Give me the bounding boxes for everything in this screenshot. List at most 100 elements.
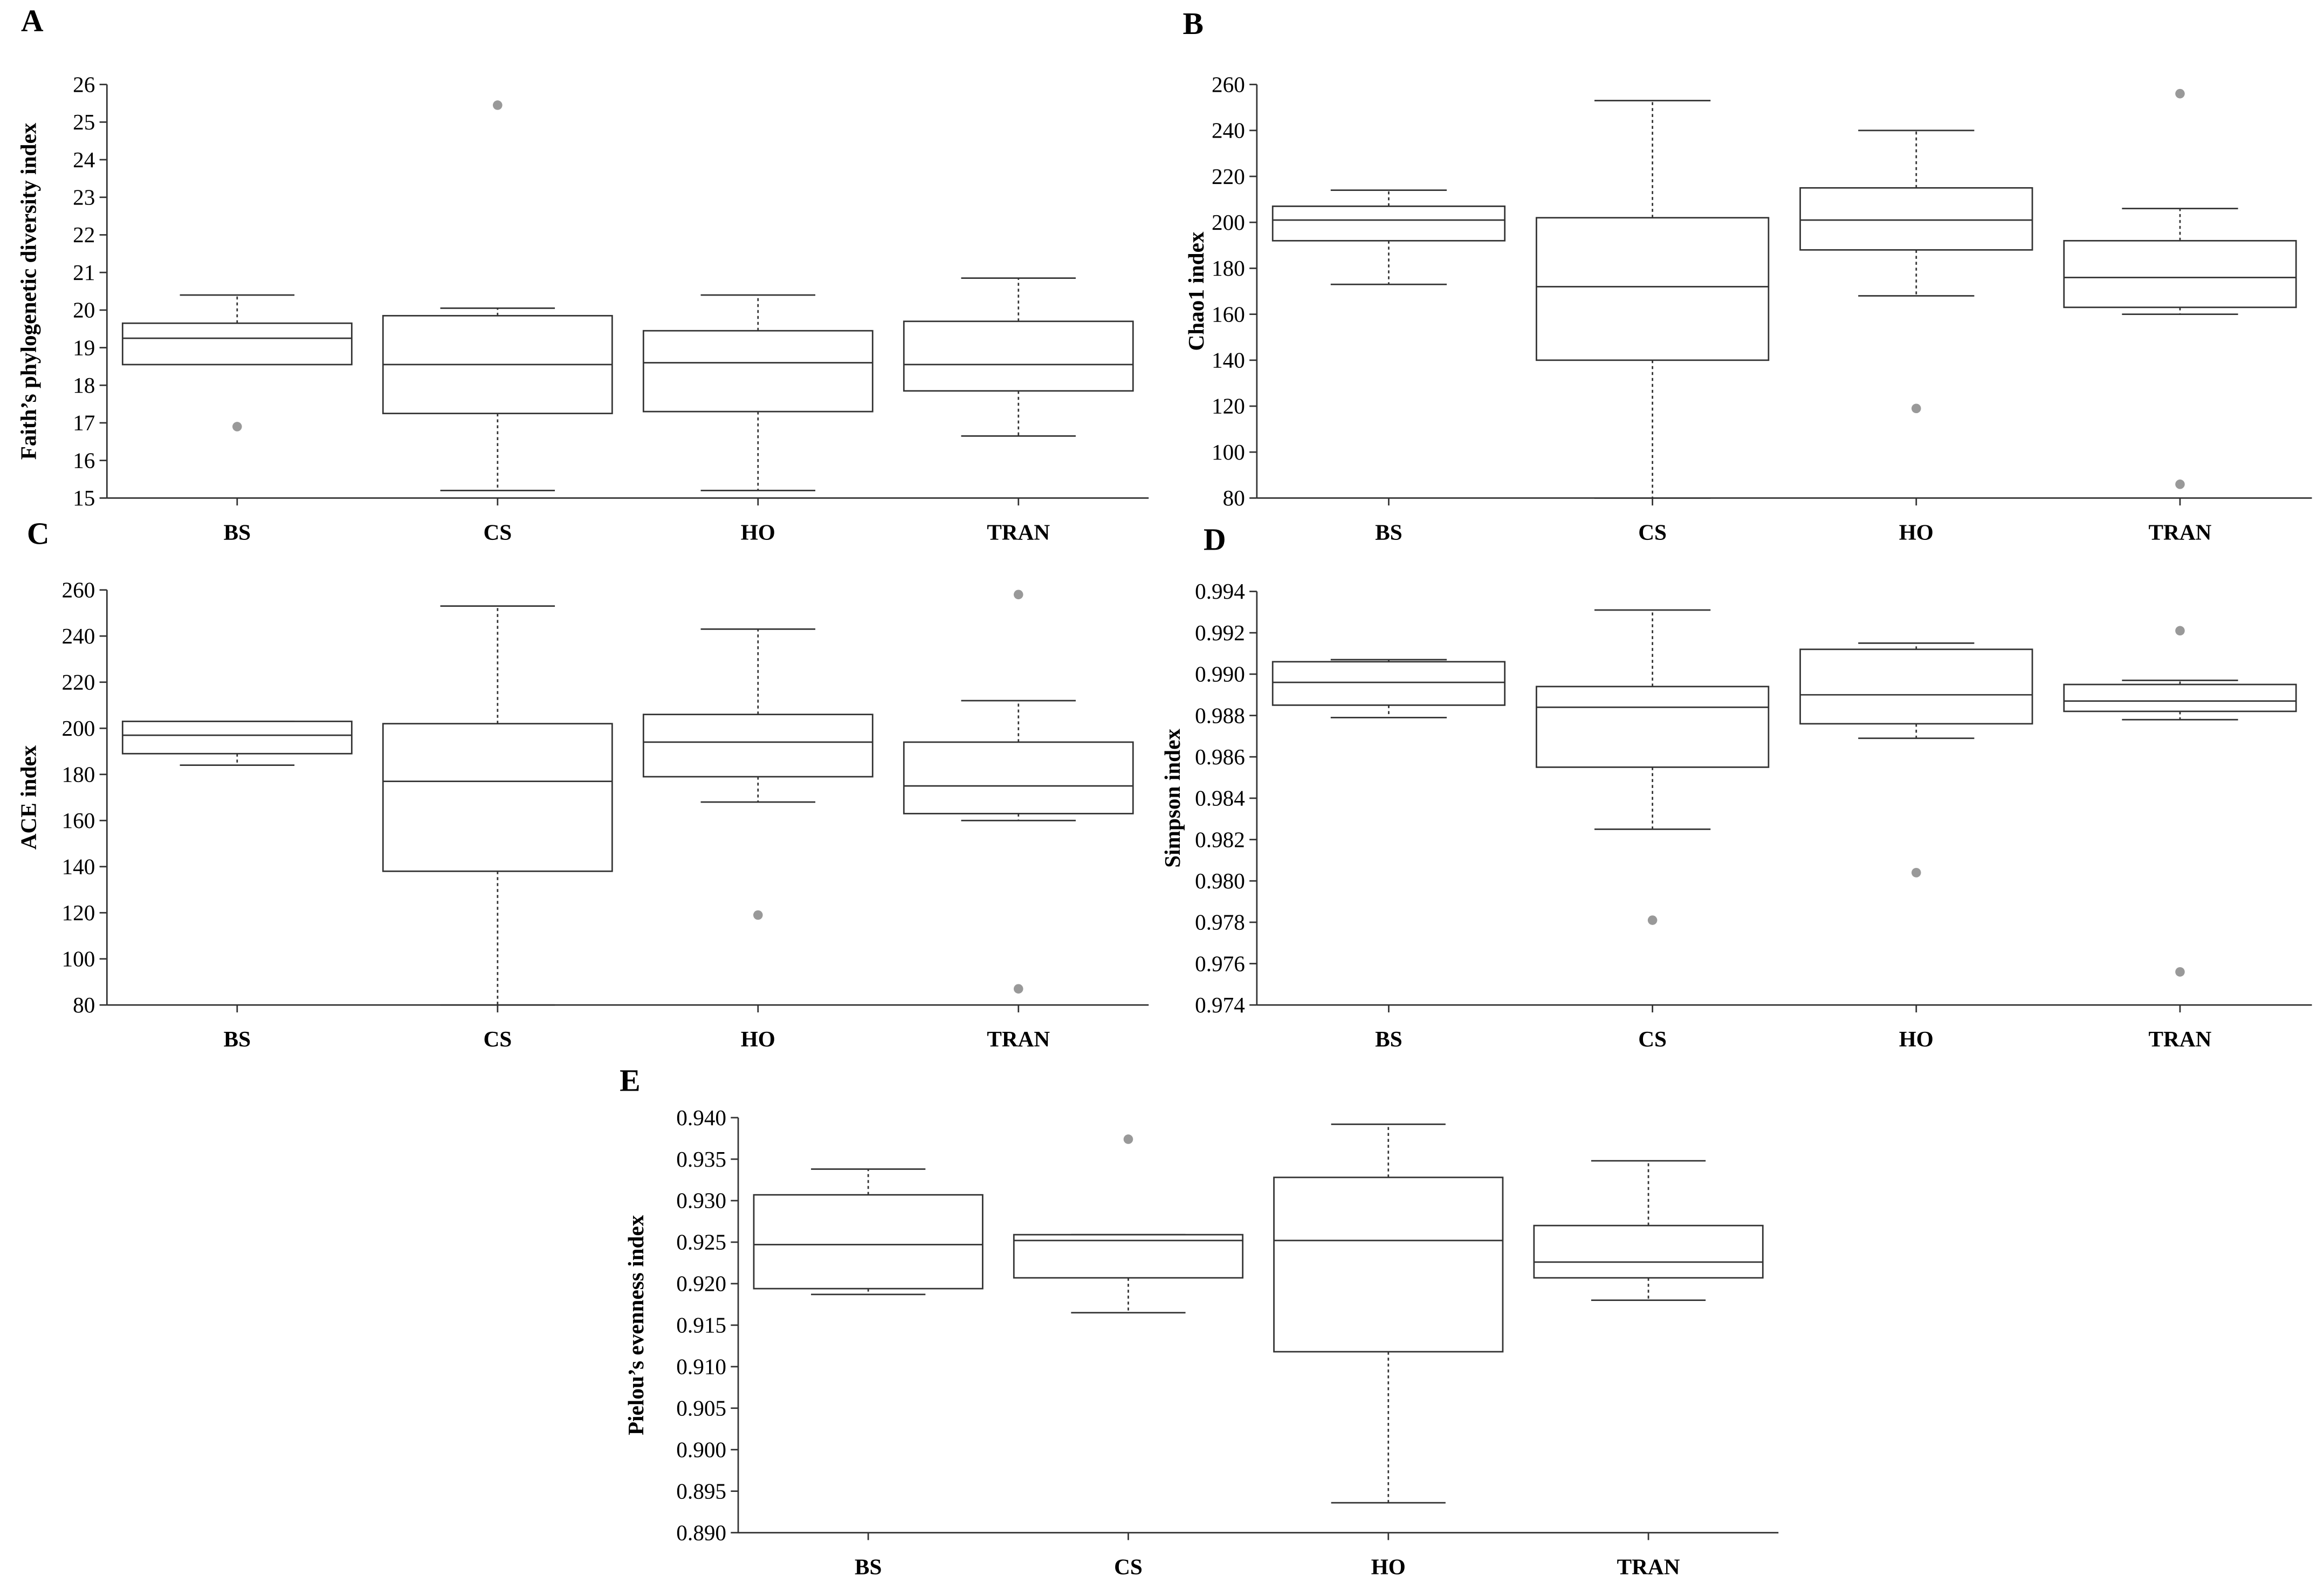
box <box>753 1194 984 1290</box>
y-tick-label: 160 <box>62 808 95 833</box>
y-tick-label: 0.988 <box>1195 703 1245 728</box>
x-tick-label: CS <box>1114 1554 1143 1579</box>
y-tick-label: 260 <box>1212 72 1245 97</box>
x-tick-label: BS <box>224 1026 251 1051</box>
box <box>1273 1176 1504 1353</box>
panel-letter: C <box>27 517 50 551</box>
outlier <box>753 910 763 920</box>
y-tick-label: 0.930 <box>676 1188 726 1213</box>
outlier <box>232 422 242 432</box>
y-tick-label: 0.994 <box>1195 579 1245 604</box>
outlier <box>1647 915 1658 925</box>
box <box>121 721 353 755</box>
x-tick-label: TRAN <box>2149 1026 2212 1051</box>
x-tick-label: HO <box>1371 1554 1406 1579</box>
x-tick-label: HO <box>1899 519 1934 544</box>
y-tick-label: 200 <box>1212 210 1245 235</box>
y-tick-label: 0.905 <box>676 1395 726 1420</box>
y-tick-label: 0.978 <box>1195 910 1245 935</box>
box <box>121 322 353 366</box>
y-tick-label: 0.890 <box>676 1520 726 1545</box>
outlier <box>1013 590 1023 600</box>
box <box>903 320 1134 392</box>
x-tick-label: HO <box>741 519 775 544</box>
panel-letter: D <box>1204 523 1226 557</box>
box <box>1536 686 1770 768</box>
x-tick-label: BS <box>1375 519 1402 544</box>
y-tick-label: 26 <box>73 72 95 97</box>
outlier <box>2175 88 2185 99</box>
outlier <box>493 100 503 110</box>
outlier <box>2175 480 2185 489</box>
x-tick-label: TRAN <box>1617 1554 1680 1579</box>
box <box>1799 187 2033 251</box>
box <box>1536 217 1770 361</box>
y-tick-label: 0.974 <box>1195 992 1245 1017</box>
y-tick-label: 0.935 <box>676 1147 726 1172</box>
box <box>903 741 1134 814</box>
x-tick-label: TRAN <box>2149 519 2212 544</box>
y-tick-label: 0.976 <box>1195 951 1245 976</box>
y-tick-label: 0.920 <box>676 1271 726 1296</box>
y-tick-label: 17 <box>73 410 95 435</box>
x-tick-label: CS <box>1638 1026 1667 1051</box>
y-tick-label: 0.910 <box>676 1354 726 1379</box>
y-tick-label: 0.915 <box>676 1313 726 1338</box>
y-tick-label: 21 <box>73 260 95 285</box>
box <box>2063 683 2297 713</box>
outlier <box>1912 403 1921 414</box>
box <box>1271 661 1506 706</box>
x-tick-label: BS <box>1375 1026 1402 1051</box>
y-tick-label: 220 <box>1212 164 1245 189</box>
panel-letter: B <box>1182 7 1204 41</box>
y-tick-label: 260 <box>62 577 95 602</box>
y-tick-label: 160 <box>1212 302 1245 326</box>
x-tick-label: CS <box>1638 519 1667 544</box>
y-tick-label: 100 <box>62 946 95 971</box>
outlier <box>2175 626 2185 636</box>
box <box>2063 239 2297 309</box>
y-tick-label: 24 <box>73 147 95 172</box>
box <box>1013 1234 1244 1279</box>
box <box>382 723 613 872</box>
x-tick-label: BS <box>224 519 251 544</box>
y-tick-label: 0.940 <box>676 1105 726 1130</box>
y-tick-label: 0.895 <box>676 1478 726 1503</box>
y-tick-label: 0.984 <box>1195 786 1245 811</box>
y-tick-label: 220 <box>62 669 95 694</box>
x-tick-label: CS <box>483 519 512 544</box>
y-tick-label: 0.992 <box>1195 620 1245 645</box>
y-tick-label: 23 <box>73 184 95 209</box>
outlier <box>1123 1134 1133 1144</box>
x-tick-label: BS <box>855 1554 882 1579</box>
y-tick-label: 240 <box>1212 118 1245 143</box>
y-tick-label: 15 <box>73 485 95 510</box>
y-axis-label: Faith’s phylogenetic diversity index <box>16 122 40 460</box>
y-tick-label: 240 <box>62 624 95 648</box>
y-tick-label: 80 <box>73 992 95 1017</box>
y-tick-label: 0.990 <box>1195 662 1245 687</box>
x-tick-label: TRAN <box>987 1026 1050 1051</box>
y-axis-label: Simpson index <box>1160 729 1185 868</box>
y-tick-label: 0.980 <box>1195 868 1245 893</box>
x-tick-label: CS <box>483 1026 512 1051</box>
y-tick-label: 19 <box>73 335 95 360</box>
y-tick-label: 180 <box>62 762 95 786</box>
x-tick-label: TRAN <box>987 519 1050 544</box>
x-tick-label: HO <box>1899 1026 1934 1051</box>
box <box>1271 206 1506 242</box>
y-tick-label: 120 <box>62 900 95 925</box>
y-tick-label: 180 <box>1212 256 1245 280</box>
panel-letter: E <box>620 1064 641 1098</box>
box <box>1799 648 2033 725</box>
y-tick-label: 0.982 <box>1195 827 1245 852</box>
y-tick-label: 100 <box>1212 440 1245 464</box>
y-tick-label: 0.900 <box>676 1437 726 1462</box>
y-tick-label: 140 <box>62 854 95 879</box>
outlier <box>1013 984 1023 994</box>
y-tick-label: 0.925 <box>676 1230 726 1255</box>
y-tick-label: 16 <box>73 448 95 472</box>
outlier <box>1912 868 1921 878</box>
y-axis-label: Pielou’s evenness index <box>623 1215 648 1435</box>
